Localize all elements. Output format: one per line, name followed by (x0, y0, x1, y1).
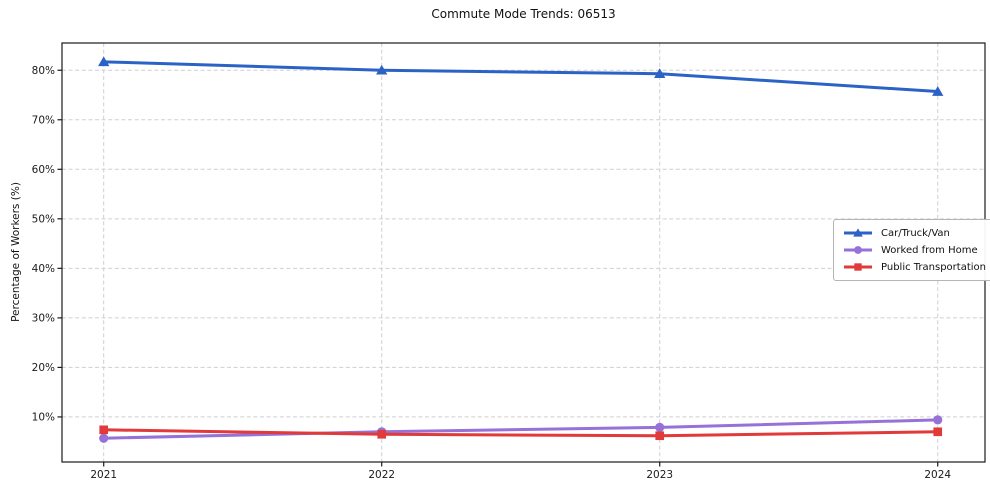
y-tick-label: 80% (32, 65, 55, 77)
x-tick-label: 2023 (646, 469, 673, 481)
public-transportation-square-marker-icon (377, 429, 387, 439)
y-tick-label: 60% (32, 164, 55, 176)
worked-from-home-line (102, 418, 940, 440)
worked-from-home-circle-marker-icon (933, 415, 943, 425)
worked-from-home-circle-marker-icon (99, 433, 109, 443)
legend-label-worked-from-home: Worked from Home (881, 244, 978, 256)
car-truck-van-triangle-marker-icon (932, 86, 944, 96)
legend-item-worked-from-home: Worked from Home (842, 243, 986, 257)
y-tick-label: 30% (32, 312, 55, 324)
public-transportation-square-marker-icon (99, 425, 109, 435)
car-truck-van-triangle-marker-icon (376, 64, 388, 75)
legend-worked-from-home-circle-marker-icon (854, 246, 862, 254)
y-tick-label: 70% (32, 114, 55, 126)
x-tick-label: 2022 (368, 469, 395, 481)
y-tick-label: 20% (32, 362, 55, 374)
x-tick-label: 2021 (90, 469, 117, 481)
y-tick-label: 40% (32, 263, 55, 275)
public-transportation-line (102, 428, 940, 438)
public-transportation-square-marker-icon (933, 427, 943, 437)
public-transportation-legend-swatch (844, 263, 872, 271)
chart-title: Commute Mode Trends: 06513 (431, 7, 616, 21)
car-truck-van-triangle-marker-icon (654, 68, 666, 79)
car-truck-van-legend-swatch (844, 228, 872, 237)
legend-label-car-truck-van: Car/Truck/Van (881, 227, 950, 239)
x-tick-label: 2024 (924, 469, 951, 481)
worked-from-home-legend-swatch (844, 246, 872, 254)
legend-public-transportation-square-marker-icon (854, 263, 862, 271)
legend-label-public-transportation: Public Transportation (881, 261, 986, 273)
car-truck-van-triangle-marker-icon (98, 56, 110, 67)
worked-from-home-circle-marker-icon (655, 422, 665, 432)
car-truck-van-line (102, 60, 940, 94)
legend-item-public-transportation: Public Transportation (842, 260, 986, 274)
y-tick-label: 10% (32, 412, 55, 424)
legend-box: Car/Truck/Van Worked from Home Public Tran… (833, 219, 990, 281)
legend-item-car-truck-van: Car/Truck/Van (842, 226, 986, 240)
y-tick-label: 50% (32, 213, 55, 225)
public-transportation-square-marker-icon (655, 431, 665, 441)
legend-car-truck-van-triangle-marker-icon (853, 228, 863, 237)
